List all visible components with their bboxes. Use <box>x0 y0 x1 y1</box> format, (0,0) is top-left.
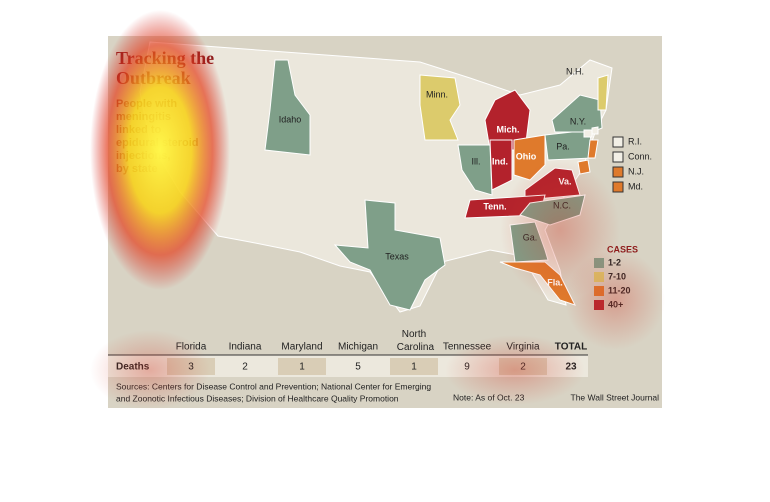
small-state <box>583 129 593 138</box>
column-header: TOTAL <box>555 342 587 353</box>
small-state-key <box>612 136 624 148</box>
cell-value: 1 <box>411 362 417 373</box>
small-state-label: R.I. <box>628 136 642 146</box>
heat-blob <box>445 335 585 405</box>
state <box>489 139 513 191</box>
state-label: Tenn. <box>483 201 506 211</box>
cell-shade <box>390 358 438 375</box>
small-state <box>587 139 599 159</box>
credit: The Wall Street Journal <box>571 392 660 402</box>
state <box>419 74 461 141</box>
column-header: Michigan <box>338 342 378 353</box>
small-state-key <box>612 181 624 193</box>
heat-blob <box>565 250 665 350</box>
cell-value: 1 <box>299 362 305 373</box>
state-label: Pa. <box>556 141 570 151</box>
cell-value: 5 <box>355 362 361 373</box>
small-state-label: N.J. <box>628 166 644 176</box>
state-label: Mich. <box>496 124 519 134</box>
small-state <box>591 126 599 135</box>
cell-value: 2 <box>242 362 248 373</box>
legend-title: CASES <box>607 244 638 254</box>
state <box>264 59 311 156</box>
state-label: N.H. <box>566 66 584 76</box>
small-state-label: Md. <box>628 181 643 191</box>
state-label: Idaho <box>279 114 302 124</box>
source: Sources: Centers for Disease Control and… <box>116 381 431 391</box>
state-label: Minn. <box>426 89 448 99</box>
column-header: North Carolina <box>394 329 434 353</box>
state-label: N.Y. <box>570 116 586 126</box>
state-label: Ill. <box>472 156 481 166</box>
state <box>457 144 493 196</box>
state <box>333 199 446 311</box>
cell-shade <box>278 358 326 375</box>
state-label: Texas <box>385 251 409 261</box>
source: and Zoonotic Infectious Diseases; Divisi… <box>116 393 399 403</box>
small-state-label: Conn. <box>628 151 652 161</box>
state-label: Ind. <box>492 156 508 166</box>
state-label: Ohio <box>516 151 537 161</box>
small-state-key <box>612 151 624 163</box>
column-header: Indiana <box>229 342 262 353</box>
state <box>597 74 609 111</box>
column-header: Maryland <box>281 342 322 353</box>
heat-blob <box>90 330 210 410</box>
small-state-key <box>612 166 624 178</box>
state <box>551 94 603 133</box>
heat-blob <box>90 10 230 290</box>
heatmap <box>90 10 665 410</box>
